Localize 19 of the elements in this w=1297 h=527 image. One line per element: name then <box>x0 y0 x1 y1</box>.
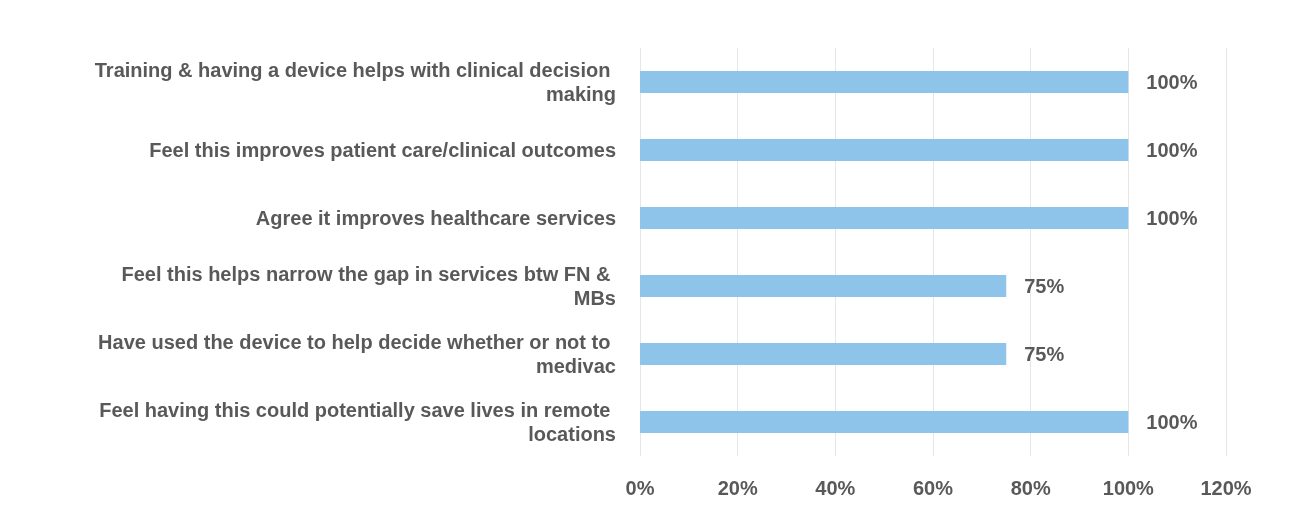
data-label: 100% <box>1146 139 1198 161</box>
data-label: 100% <box>1146 411 1198 433</box>
x-tick-label: 20% <box>717 477 758 499</box>
x-tick-label: 100% <box>1102 477 1155 499</box>
x-tick-label: 60% <box>912 477 954 499</box>
y-tick-label: Feel having this could potentially save lives in remote locations <box>99 399 616 445</box>
y-tick-label: Feel this helps narrow the gap in services btw FN & MBs <box>121 263 616 309</box>
x-tick-label: 80% <box>1010 477 1051 499</box>
y-tick-label: Training & having a device helps with clinical decision making <box>94 59 616 105</box>
x-tick-label: 120% <box>1200 477 1252 499</box>
data-label: 75% <box>1024 275 1065 297</box>
data-label: 100% <box>1146 71 1198 93</box>
y-tick-label: Feel this improves patient care/clinical outcomes <box>149 139 616 161</box>
x-tick-label: 0% <box>625 477 655 499</box>
y-tick-label: Have used the device to help decide whether or not to medivac <box>98 331 616 377</box>
data-label: 100% <box>1146 207 1198 229</box>
y-tick-label: Agree it improves healthcare services <box>255 207 616 229</box>
data-label: 75% <box>1024 343 1065 365</box>
x-tick-label: 40% <box>815 477 856 499</box>
